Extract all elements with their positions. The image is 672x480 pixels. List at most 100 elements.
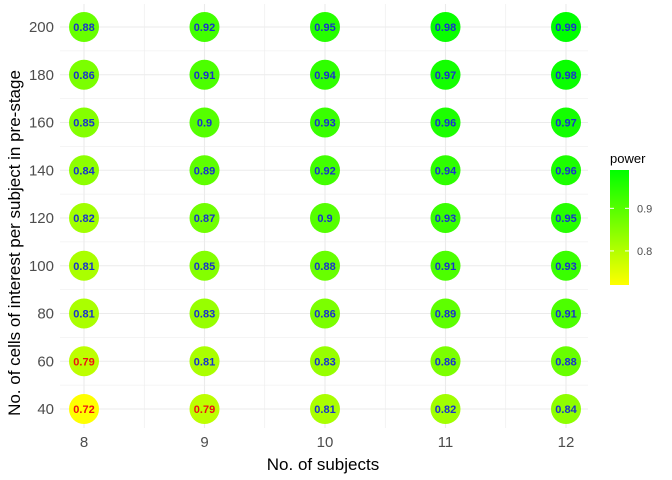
heatmap-point	[551, 203, 581, 233]
heatmap-point	[551, 59, 581, 90]
heatmap-point	[69, 250, 99, 281]
y-tick-label: 40	[37, 401, 54, 418]
heatmap-point	[189, 298, 220, 329]
data-label: 0.94	[314, 70, 336, 82]
data-label: 0.81	[194, 356, 215, 368]
heatmap-point	[310, 12, 340, 42]
heatmap-point	[430, 346, 461, 377]
data-label: 0.82	[73, 213, 94, 225]
legend-tick-label: 0.9	[637, 203, 652, 215]
heatmap-point	[551, 394, 581, 424]
heatmap-point	[430, 203, 461, 233]
data-label: 0.81	[73, 309, 94, 321]
data-label: 0.84	[73, 165, 95, 177]
data-label: 0.95	[555, 213, 576, 225]
y-tick-label: 160	[29, 115, 54, 132]
heatmap-point	[551, 298, 581, 329]
heatmap-point	[310, 298, 340, 329]
data-label: 0.79	[73, 356, 94, 368]
data-label: 0.96	[435, 118, 456, 130]
data-label: 0.95	[314, 22, 335, 34]
heatmap-point	[189, 107, 220, 138]
heatmap-point	[189, 12, 220, 42]
data-label: 0.98	[435, 22, 456, 34]
heatmap-point	[69, 59, 99, 90]
data-label: 0.83	[194, 309, 215, 321]
data-label: 0.86	[435, 356, 456, 368]
heatmap-point	[69, 203, 99, 233]
data-label: 0.93	[314, 118, 335, 130]
data-label: 0.9	[197, 118, 212, 130]
heatmap-point	[551, 107, 581, 138]
heatmap-point	[69, 298, 99, 329]
y-axis-tick-labels: 40 60 80 100 120 140 160 180 200	[29, 19, 54, 418]
heatmap-point	[310, 155, 340, 186]
data-label: 0.89	[194, 165, 215, 177]
y-tick-label: 60	[37, 353, 54, 370]
legend-color-bar	[610, 170, 629, 285]
y-axis-title: No. of cells of interest per subject in …	[5, 70, 24, 416]
heatmap-point	[189, 346, 220, 377]
heatmap-point	[310, 203, 340, 233]
heatmap-point	[69, 12, 99, 42]
data-label: 0.84	[555, 404, 577, 416]
data-label: 0.93	[555, 261, 576, 273]
heatmap-point	[310, 250, 340, 281]
data-label: 0.91	[194, 70, 215, 82]
data-label: 0.92	[194, 22, 215, 34]
data-label: 0.81	[314, 404, 335, 416]
y-tick-label: 100	[29, 258, 54, 275]
data-label: 0.91	[555, 309, 576, 321]
x-axis-tick-labels: 8 9 10 11 12	[80, 434, 575, 451]
y-tick-label: 80	[37, 306, 54, 323]
data-label: 0.97	[435, 70, 456, 82]
data-label: 0.93	[435, 213, 456, 225]
heatmap-point	[310, 394, 340, 424]
data-label: 0.83	[314, 356, 335, 368]
heatmap-point	[430, 394, 461, 424]
legend-tick-label: 0.8	[637, 246, 652, 258]
x-tick-label: 10	[317, 434, 334, 451]
data-label: 0.72	[73, 404, 94, 416]
data-label: 0.92	[314, 165, 335, 177]
y-tick-label: 120	[29, 210, 54, 227]
data-label: 0.85	[194, 261, 215, 273]
data-label: 0.96	[555, 165, 576, 177]
x-tick-label: 12	[558, 434, 575, 451]
power-legend: power 0.8 0.9	[610, 151, 652, 285]
data-label: 0.94	[435, 165, 457, 177]
data-label: 0.86	[314, 309, 335, 321]
x-tick-label: 8	[80, 434, 88, 451]
heatmap-cells: 0.72 0.79 0.81 0.82 0.84 0.79 0.81 0.83 0.86 0.88…	[69, 12, 581, 424]
data-label: 0.82	[435, 404, 456, 416]
data-label: 0.9	[317, 213, 332, 225]
heatmap-point	[69, 346, 99, 377]
heatmap-point	[551, 250, 581, 281]
heatmap-point	[189, 203, 220, 233]
data-label: 0.87	[194, 213, 215, 225]
heatmap-point	[551, 12, 581, 42]
data-label: 0.88	[73, 22, 94, 34]
heatmap-point	[430, 155, 461, 186]
x-tick-label: 11	[438, 434, 454, 451]
heatmap-point	[189, 155, 220, 186]
heatmap-point	[189, 250, 220, 281]
heatmap-point	[69, 107, 99, 138]
legend-ticks: 0.8 0.9	[610, 203, 652, 258]
heatmap-point	[310, 59, 340, 90]
data-label: 0.85	[73, 118, 94, 130]
heatmap-point	[430, 59, 461, 90]
data-label: 0.99	[555, 22, 576, 34]
legend-title: power	[610, 151, 646, 166]
y-tick-label: 140	[29, 162, 54, 179]
x-axis-title: No. of subjects	[267, 455, 379, 474]
heatmap-point	[430, 298, 461, 329]
data-label: 0.98	[555, 70, 576, 82]
data-label: 0.88	[314, 261, 335, 273]
heatmap-point	[189, 394, 220, 424]
data-label: 0.89	[435, 309, 456, 321]
heatmap-point	[430, 107, 461, 138]
heatmap-point	[551, 155, 581, 186]
data-label: 0.88	[555, 356, 576, 368]
